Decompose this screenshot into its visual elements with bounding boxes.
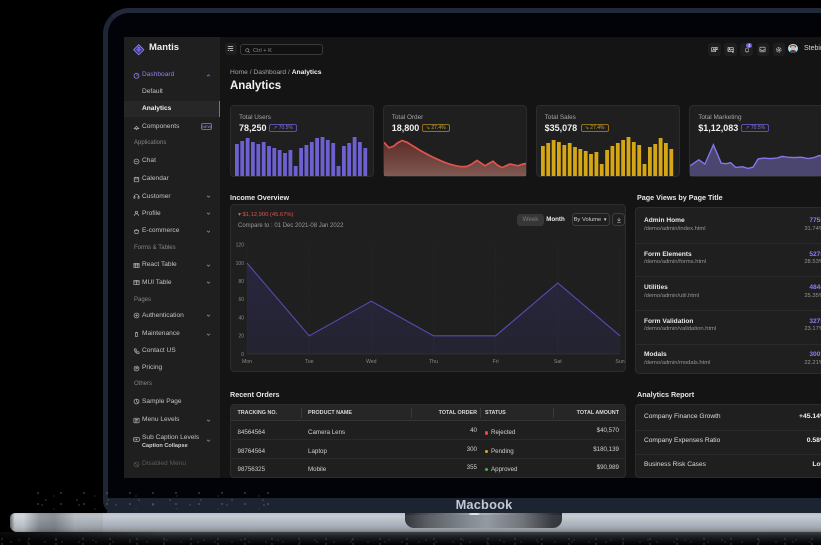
svg-text:100: 100 <box>236 261 245 267</box>
svg-text:Mon: Mon <box>242 359 252 365</box>
svg-text:40: 40 <box>238 315 244 321</box>
svg-text:0: 0 <box>241 352 244 358</box>
svg-text:20: 20 <box>238 334 244 340</box>
svg-text:Sat: Sat <box>554 359 562 365</box>
svg-text:80: 80 <box>238 279 244 285</box>
svg-text:Thu: Thu <box>429 359 438 365</box>
svg-text:Fri: Fri <box>493 359 499 365</box>
svg-text:120: 120 <box>236 243 245 249</box>
svg-text:Sun: Sun <box>615 359 624 365</box>
svg-text:60: 60 <box>238 297 244 303</box>
svg-text:Wed: Wed <box>366 359 377 365</box>
svg-text:Tue: Tue <box>305 359 314 365</box>
